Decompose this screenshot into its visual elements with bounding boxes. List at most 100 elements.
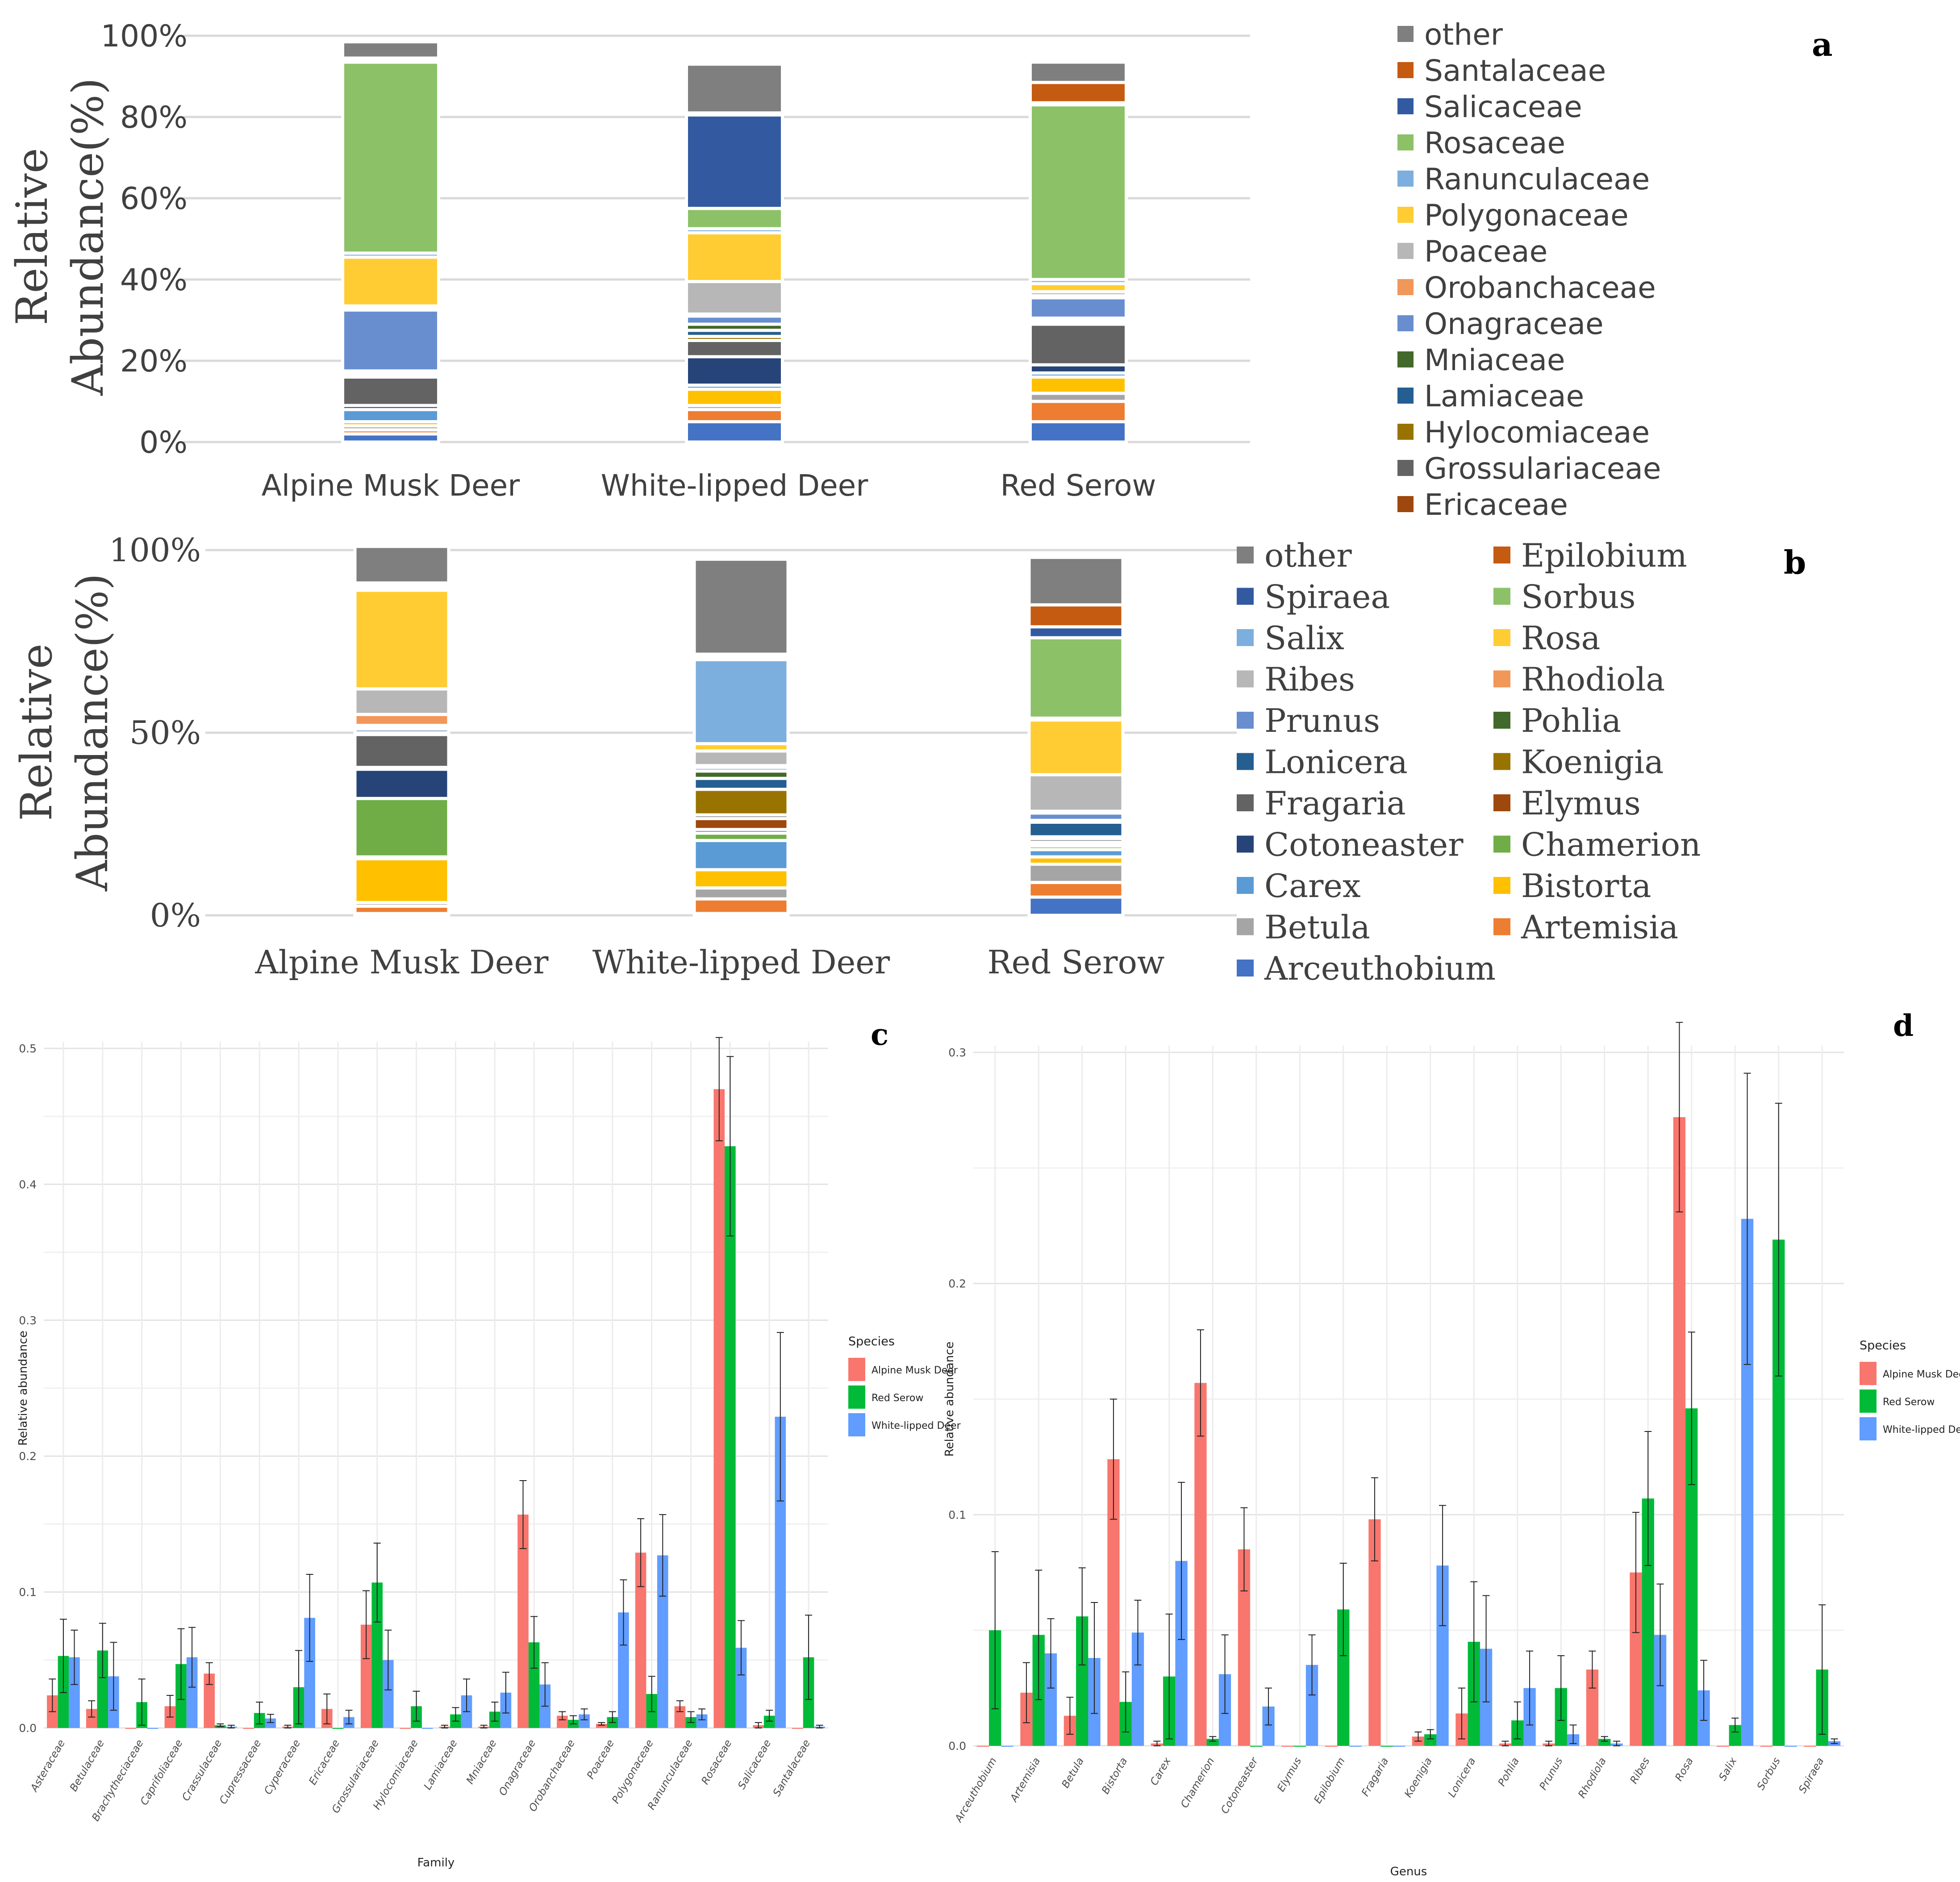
bar-white-lipped-deer [265,1718,276,1728]
legend-label: other [1264,537,1352,574]
legend-label: Koenigia [1521,743,1664,780]
y-tick-label: 0.3 [19,1314,37,1327]
y-tick-label: 0.0 [948,1740,966,1753]
bar-segment-bistorta [692,868,790,890]
y-axis-label: Relative [12,643,62,821]
legend-label: Santalaceae [1424,54,1606,88]
bar-segment-koenigia [692,788,790,817]
bar-red-serow [1250,1746,1263,1747]
bar-segment-polygonaceae [341,255,440,308]
panel-a-family-stacked-bars: 0% 20% 40% 60% 80% 100% Relative Abundance(%) Al… [7,17,1833,522]
bar-alpine-musk-deer [1281,1746,1294,1747]
x-category-label: White-lipped Deer [592,943,890,981]
bar-red-serow [332,1728,344,1729]
legend-swatch [1237,794,1254,811]
bar-segment-spiraea [1027,625,1125,639]
bar-segment-onagraceae [1029,296,1128,320]
legend-swatch [1397,279,1414,295]
y-tick-label: 50% [129,714,201,751]
bar-alpine-musk-deer [400,1728,411,1729]
legend-swatch [1397,496,1414,512]
bar-alpine-musk-deer [125,1728,137,1729]
bar-segment-ribes [1027,773,1125,813]
bar-segment-poaceae [685,280,784,316]
legend-title: Species [1860,1339,1906,1352]
y-tick-label: 0.1 [19,1586,37,1599]
y-tick-label: 20% [120,344,188,379]
legend-swatch [1493,712,1510,729]
bar-alpine-musk-deer [976,1746,989,1747]
bar-segment-arceuthobium [685,420,784,444]
legend-swatch [1237,712,1254,729]
bar-segment-ribes [353,687,450,716]
bar-white-lipped-deer [1393,1746,1405,1747]
bar-segment-artemisia [1027,880,1125,899]
y-tick-label: 0% [150,897,201,934]
bar-white-lipped-deer [147,1728,158,1729]
bar-segment-elymus [692,817,790,831]
legend-swatch [848,1413,865,1436]
legend-swatch [1237,629,1254,646]
legend-swatch [1860,1362,1877,1385]
bar-alpine-musk-deer [1717,1746,1729,1747]
bar-segment-rosaceae [685,207,784,230]
panel-b-genus-stacked-bars: 0% 50% 100% Relative Abundance(%) Alpine Musk… [12,531,1806,987]
bar-segment-bistorta [353,857,450,904]
legend-label: Hylocomiaceae [1424,415,1650,450]
legend-swatch [1493,629,1510,646]
bar-segment-other [341,40,440,60]
legend-label: Arceuthobium [1264,950,1496,987]
legend-label: Pohlia [1521,702,1621,739]
legend-swatch [1397,134,1414,150]
legend-label: other [1424,17,1503,52]
bar-red-serow [725,1146,736,1728]
panel-label-a: a [1812,25,1833,63]
legend-label: Ericaceae [1424,488,1568,522]
x-category-label: Alpine Musk Deer [262,468,521,503]
legend-swatch [1493,670,1510,688]
legend-swatch [1237,753,1254,770]
bar-segment-rosaceae [1029,103,1128,281]
bar-red-serow [1380,1746,1393,1747]
legend-label: Grossulariaceae [1424,451,1661,486]
x-category-label: Red Serow [1001,468,1156,503]
legend-swatch [1237,877,1254,894]
legend-swatch [1237,588,1254,605]
y-tick-label: 0.4 [19,1178,37,1191]
bar-segment-carex [341,408,440,424]
bar-alpine-musk-deer [713,1089,725,1728]
bar-segment-artemisia [685,408,784,424]
y-tick-label: 0.2 [19,1450,37,1463]
bar-segment-arceuthobium [1027,895,1125,917]
x-axis-label: Genus [1390,1865,1427,1878]
legend-label: Poaceae [1424,234,1547,269]
y-axis-label: Abundance(%) [67,573,117,892]
y-tick-label: 100% [101,19,188,54]
legend-label: Ranunculaceae [1424,162,1650,196]
bar-white-lipped-deer [1001,1746,1013,1747]
bar-segment-salix [692,658,790,746]
y-tick-label: 0.0 [19,1722,37,1735]
bar-segment-fragaria [353,733,450,769]
legend-label: Carex [1264,867,1361,905]
x-category-label: Alpine Musk Deer [255,943,549,981]
bar-segment-cotoneaster [353,768,450,800]
legend-swatch [1237,670,1254,688]
panel-label-c: c [871,1017,888,1052]
bar-segment-grossulariaceae [1029,322,1128,367]
bar-alpine-musk-deer [517,1515,529,1728]
legend-label: Lamiaceae [1424,379,1584,413]
bar-alpine-musk-deer [1804,1746,1816,1747]
bar-segment-betula [1027,862,1125,884]
bar-alpine-musk-deer [1325,1746,1338,1747]
bar-red-serow [1293,1746,1306,1747]
bar-segment-grossulariaceae [341,375,440,407]
legend-swatch [1397,315,1414,331]
bar-segment-salicaceae [685,113,784,210]
legend-label: Betula [1264,908,1370,946]
legend-swatch [1493,918,1510,935]
panel-label-d: d [1893,1008,1914,1043]
legend-label: Elymus [1521,785,1641,822]
bar-alpine-musk-deer [243,1728,254,1729]
